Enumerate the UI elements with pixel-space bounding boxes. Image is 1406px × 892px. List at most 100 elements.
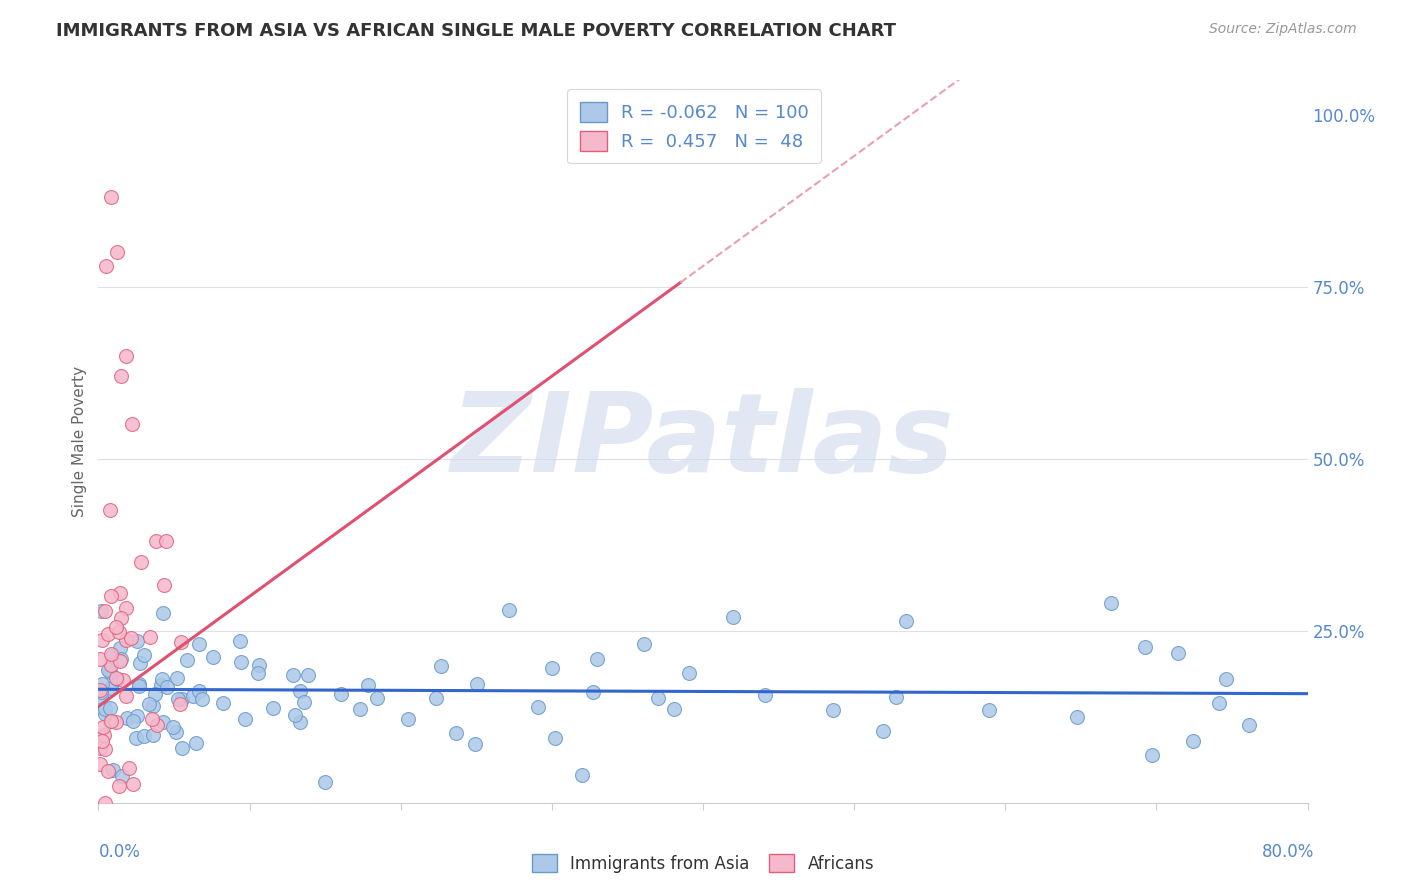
Point <box>120 632 142 646</box>
Point <box>152 607 174 621</box>
Point <box>290 683 312 698</box>
Point <box>187 637 209 651</box>
Point <box>121 417 143 432</box>
Point <box>190 691 212 706</box>
Point <box>108 654 131 668</box>
Point <box>184 736 207 750</box>
Point <box>169 698 191 712</box>
Point <box>90 677 112 691</box>
Point <box>314 775 336 789</box>
Point <box>201 650 224 665</box>
Point <box>105 672 128 686</box>
Point <box>105 245 128 260</box>
Point <box>662 702 685 716</box>
Point <box>98 665 121 679</box>
Point <box>108 641 131 656</box>
Point <box>125 709 148 723</box>
Point <box>162 720 184 734</box>
Point <box>129 555 152 569</box>
Point <box>176 652 198 666</box>
Point <box>128 679 150 693</box>
Point <box>149 678 172 692</box>
Point <box>262 701 284 715</box>
Point <box>425 691 447 706</box>
Point <box>97 627 120 641</box>
Point <box>110 369 132 384</box>
Point <box>98 714 121 728</box>
Point <box>90 734 112 748</box>
Point <box>187 684 209 698</box>
Point <box>89 756 111 771</box>
Point <box>128 677 150 691</box>
Point <box>1237 717 1260 731</box>
Point <box>1167 646 1189 660</box>
Point <box>894 614 917 628</box>
Point <box>111 769 134 783</box>
Point <box>114 689 136 703</box>
Point <box>138 697 160 711</box>
Point <box>872 724 894 739</box>
Point <box>464 737 486 751</box>
Point <box>283 668 305 682</box>
Point <box>211 696 233 710</box>
Point <box>125 634 148 648</box>
Point <box>122 714 145 729</box>
Point <box>143 687 166 701</box>
Y-axis label: Single Male Poverty: Single Male Poverty <box>72 366 87 517</box>
Point <box>145 534 167 549</box>
Point <box>100 190 122 204</box>
Point <box>884 690 907 704</box>
Point <box>1215 672 1237 686</box>
Point <box>124 731 146 745</box>
Point <box>142 728 165 742</box>
Point <box>101 649 124 664</box>
Point <box>94 604 117 618</box>
Point <box>229 633 252 648</box>
Point <box>526 700 548 714</box>
Legend: Immigrants from Asia, Africans: Immigrants from Asia, Africans <box>524 847 882 880</box>
Point <box>97 663 120 677</box>
Point <box>156 680 179 694</box>
Point <box>586 651 609 665</box>
Point <box>166 671 188 685</box>
Point <box>582 685 605 699</box>
Point <box>132 648 155 662</box>
Point <box>103 763 125 777</box>
Point <box>467 677 489 691</box>
Point <box>105 715 128 730</box>
Point <box>396 712 419 726</box>
Point <box>90 604 112 618</box>
Point <box>170 692 193 706</box>
Point <box>111 673 134 687</box>
Point <box>94 742 117 756</box>
Point <box>247 657 270 672</box>
Point <box>100 714 122 729</box>
Point <box>633 637 655 651</box>
Point <box>290 715 312 730</box>
Text: IMMIGRANTS FROM ASIA VS AFRICAN SINGLE MALE POVERTY CORRELATION CHART: IMMIGRANTS FROM ASIA VS AFRICAN SINGLE M… <box>56 22 896 40</box>
Point <box>100 647 122 661</box>
Point <box>91 720 114 734</box>
Point <box>114 600 136 615</box>
Point <box>122 777 145 791</box>
Point <box>349 702 371 716</box>
Point <box>104 620 127 634</box>
Point <box>146 718 169 732</box>
Point <box>90 685 112 699</box>
Text: 0.0%: 0.0% <box>98 843 141 861</box>
Point <box>89 682 111 697</box>
Point <box>1208 697 1230 711</box>
Point <box>93 728 115 742</box>
Point <box>723 610 745 624</box>
Point <box>366 691 388 706</box>
Point <box>979 703 1001 717</box>
Point <box>155 534 177 549</box>
Text: Source: ZipAtlas.com: Source: ZipAtlas.com <box>1209 22 1357 37</box>
Point <box>98 502 121 516</box>
Point <box>114 632 136 647</box>
Point <box>142 699 165 714</box>
Point <box>134 729 156 743</box>
Point <box>540 661 562 675</box>
Point <box>97 764 120 778</box>
Point <box>297 668 319 682</box>
